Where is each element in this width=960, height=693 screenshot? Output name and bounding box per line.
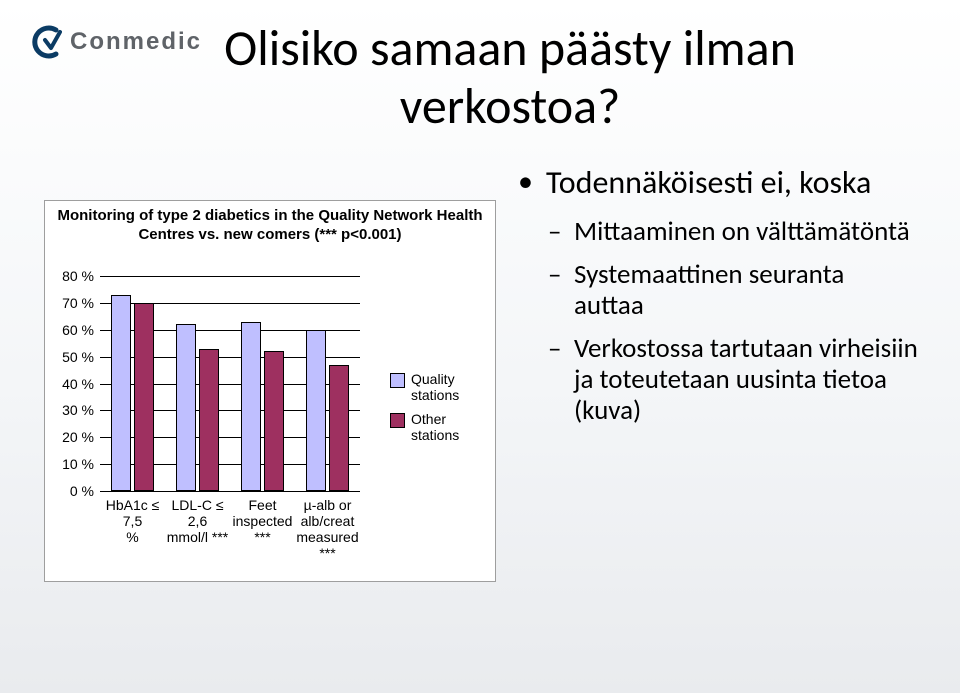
- bar: [306, 330, 326, 491]
- bullet-lvl2: Mittaaminen on välttämätöntä: [518, 216, 920, 247]
- legend-label: Other stations: [411, 411, 459, 443]
- chart-box: Monitoring of type 2 diabetics in the Qu…: [44, 200, 496, 582]
- y-axis-label: 10 %: [62, 456, 100, 472]
- slide-title: Olisiko samaan päästy ilman verkostoa?: [120, 20, 900, 135]
- logo-mark-icon: [28, 24, 62, 60]
- bullet-lvl1: Todennäköisesti ei, koska: [518, 165, 920, 202]
- bar: [199, 349, 219, 491]
- legend-item: Other stations: [390, 411, 459, 443]
- y-axis-label: 80 %: [62, 268, 100, 284]
- chart-legend: Quality stations Other stations: [390, 371, 459, 451]
- y-axis-label: 30 %: [62, 402, 100, 418]
- bullet-lvl2: Verkostossa tartutaan virheisiin ja tote…: [518, 333, 920, 426]
- chart-plot-area: 0 %10 %20 %30 %40 %50 %60 %70 %80 %HbA1c…: [100, 276, 360, 491]
- legend-swatch: [390, 413, 405, 428]
- y-axis-label: 40 %: [62, 376, 100, 392]
- bar: [134, 303, 154, 491]
- bar: [241, 322, 261, 491]
- bar: [111, 295, 131, 491]
- legend-swatch: [390, 373, 405, 388]
- bar: [176, 324, 196, 491]
- x-axis-label: Feet inspected ***: [228, 491, 298, 545]
- bar: [329, 365, 349, 491]
- y-axis-label: 50 %: [62, 349, 100, 365]
- legend-label: Quality stations: [411, 371, 459, 403]
- bullet-list: Todennäköisesti ei, koska Mittaaminen on…: [518, 165, 920, 438]
- y-axis-label: 0 %: [70, 483, 100, 499]
- y-axis-label: 70 %: [62, 295, 100, 311]
- bullet-lvl2: Systemaattinen seuranta auttaa: [518, 259, 920, 321]
- chart-title: Monitoring of type 2 diabetics in the Qu…: [55, 207, 485, 245]
- legend-item: Quality stations: [390, 371, 459, 403]
- x-axis-label: LDL-C ≤ 2,6 mmol/l ***: [163, 491, 233, 545]
- gridline: [100, 276, 360, 277]
- x-axis-label: µ-alb or alb/creat measured ***: [293, 491, 363, 561]
- x-axis-label: HbA1c ≤ 7,5 %: [98, 491, 168, 545]
- y-axis-label: 60 %: [62, 322, 100, 338]
- bar: [264, 351, 284, 491]
- slide: Conmedic Olisiko samaan päästy ilman ver…: [0, 0, 960, 693]
- y-axis-label: 20 %: [62, 429, 100, 445]
